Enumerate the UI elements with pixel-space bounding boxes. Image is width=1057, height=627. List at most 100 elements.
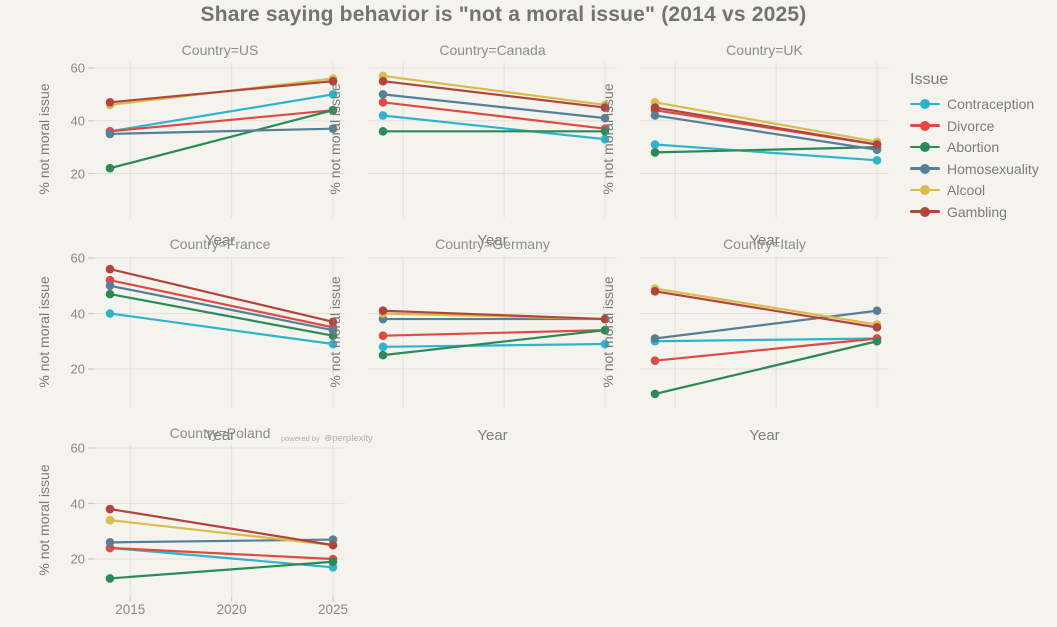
facet-italy — [640, 257, 889, 408]
legend-label: Divorce — [947, 117, 995, 134]
data-point — [378, 76, 388, 86]
legend-label: Contraception — [947, 96, 1035, 112]
legend-marker-icon — [910, 120, 940, 131]
series-line — [382, 342, 606, 348]
facet-title-uk: Country=UK — [726, 42, 803, 58]
series-gambling-canada — [378, 76, 610, 112]
legend-marker-icon — [910, 142, 940, 152]
data-point — [105, 504, 115, 514]
series-gambling-poland — [105, 504, 338, 550]
series-contraception-germany — [378, 339, 610, 352]
series-gambling-germany — [378, 306, 610, 324]
y-tick-label: 20 — [70, 361, 85, 377]
series-contraception-italy — [650, 334, 882, 346]
data-point — [650, 356, 660, 365]
legend-item-alcool[interactable]: Alcool — [910, 181, 1039, 199]
data-point — [378, 331, 388, 341]
data-point — [105, 574, 115, 583]
data-point — [328, 325, 338, 335]
legend-item-abortion[interactable]: Abortion — [910, 138, 1039, 156]
data-point — [378, 90, 388, 99]
data-point — [378, 306, 388, 316]
data-point — [600, 339, 610, 349]
data-point — [105, 163, 115, 173]
legend-marker-icon — [910, 163, 940, 174]
legend-item-contraception[interactable]: Contraception — [910, 95, 1039, 113]
series-contraception-uk — [650, 140, 882, 165]
series-alcool-poland — [105, 515, 338, 550]
facet-title-germany: Country=Germany — [435, 236, 550, 252]
series-line — [654, 340, 878, 396]
data-point — [872, 156, 882, 165]
data-point — [328, 557, 338, 567]
series-homosexuality-us — [105, 124, 338, 139]
series-line — [654, 143, 878, 162]
series-line — [382, 309, 606, 321]
data-point — [105, 289, 115, 299]
facet-title-us: Country=US — [181, 42, 259, 58]
legend-dot — [920, 206, 930, 217]
data-point — [650, 111, 660, 120]
series-line — [654, 290, 878, 329]
series-gambling-italy — [650, 287, 882, 332]
perplexity-watermark[interactable]: powered by ⊛perplexity — [281, 428, 373, 446]
series-line — [382, 101, 606, 130]
series-line — [654, 146, 878, 154]
series-abortion-poland — [105, 557, 338, 583]
series-gambling-us — [105, 76, 338, 107]
y-tick-label: 20 — [70, 166, 85, 181]
legend: Issue Contraception Divorce Abortion Homose… — [910, 70, 1039, 224]
legend-item-divorce[interactable]: Divorce — [910, 117, 1039, 135]
data-point — [600, 134, 610, 144]
facet-title-canada: Country=Canada — [439, 42, 546, 58]
x-tick-label: 2020 — [216, 602, 247, 617]
y-tick-label: 40 — [70, 113, 85, 129]
legend-dot — [920, 120, 930, 131]
series-line — [382, 80, 606, 109]
y-axis-title-us: % not moral issue — [36, 83, 52, 195]
legend-marker-icon — [910, 206, 940, 217]
series-line — [109, 109, 334, 133]
chart-title: Share saying behavior is "not a moral is… — [200, 3, 807, 26]
series-line — [654, 337, 878, 362]
series-line — [109, 127, 334, 136]
data-point — [600, 127, 610, 136]
data-point — [600, 325, 610, 335]
series-line — [382, 93, 606, 120]
series-line — [109, 519, 334, 547]
series-line — [109, 268, 334, 323]
data-point — [650, 334, 660, 343]
data-point — [105, 264, 115, 274]
watermark-prefix: powered by — [281, 434, 320, 443]
legend-label: Alcool — [947, 182, 986, 198]
legend-item-gambling[interactable]: Gambling — [910, 203, 1039, 221]
series-line — [654, 114, 878, 151]
data-point — [872, 140, 882, 149]
data-point — [650, 389, 660, 399]
y-tick-label: 20 — [70, 551, 85, 567]
legend-marker-icon — [910, 99, 940, 109]
y-axis-title-canada: % not moral issue — [327, 83, 343, 195]
data-point — [328, 76, 338, 86]
legend-item-homosexuality[interactable]: Homosexuality — [910, 160, 1039, 178]
data-point — [328, 317, 338, 327]
y-tick-label: 40 — [70, 496, 85, 511]
data-point — [650, 287, 660, 296]
data-point — [872, 336, 882, 346]
series-line — [109, 292, 334, 337]
data-point — [600, 103, 610, 112]
legend-dot — [920, 163, 930, 174]
y-axis-title-italy: % not moral issue — [600, 275, 616, 388]
legend-label: Homosexuality — [947, 160, 1039, 177]
facet-uk — [640, 62, 889, 218]
series-abortion-italy — [650, 336, 882, 399]
data-point — [105, 309, 115, 318]
legend-label: Gambling — [947, 203, 1007, 220]
series-line — [109, 507, 334, 547]
facet-title-france: Country=France — [169, 236, 271, 252]
series-homosexuality-france — [105, 281, 338, 335]
data-point — [328, 90, 338, 99]
x-axis-title-us: Year — [204, 232, 236, 249]
x-axis-title-canada: Year — [477, 232, 508, 249]
